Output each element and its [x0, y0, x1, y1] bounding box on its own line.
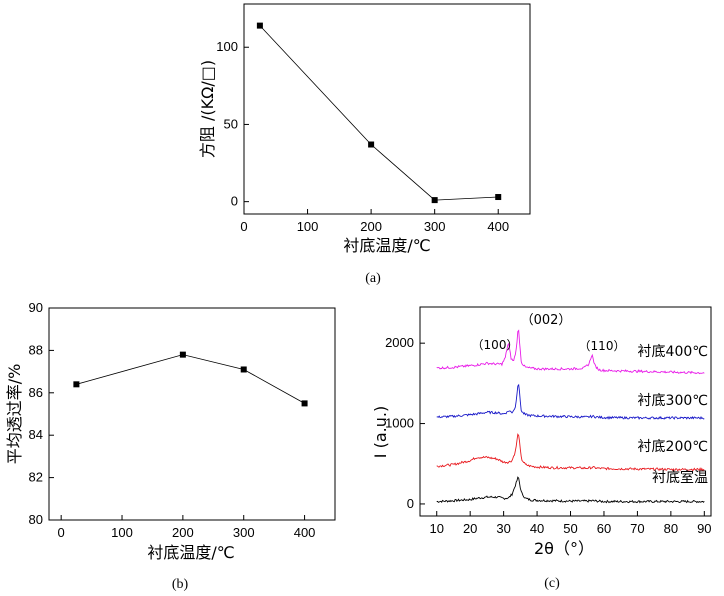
chart-c-xtick-label-3: 40: [530, 521, 544, 536]
chart-b-ytick-label-4: 88: [29, 342, 43, 357]
chart-b-point-0: [73, 381, 80, 388]
chart-a-xtick-label-1: 100: [297, 219, 319, 234]
chart-c-series-label-3: 衬底400℃: [638, 344, 708, 360]
chart-a-ylabel: 方阻 /(KΩ/□): [198, 60, 217, 158]
chart-c-frame: [419, 306, 712, 517]
chart-c-series-2: [436, 383, 705, 420]
chart-a-caption: (a): [365, 271, 381, 286]
chart-b-frame: [48, 307, 336, 521]
chart-c-xtick-label-5: 60: [597, 521, 611, 536]
chart-c: 10 20 30 40 50 60 70 80 90 0 1000 2000 衬底室温 衬底200℃ 衬底…: [371, 306, 712, 591]
chart-b-xtick-label-0: 0: [58, 525, 65, 540]
chart-c-caption: (c): [544, 576, 560, 591]
chart-c-ytick-label-2: 2000: [385, 335, 414, 350]
chart-b-xlabel: 衬底温度/℃: [147, 543, 234, 562]
chart-b-ytick-label-3: 86: [29, 385, 43, 400]
chart-c-xtick-label-2: 30: [496, 521, 510, 536]
chart-c-series-0: [436, 476, 705, 504]
chart-a-point-2: [431, 197, 438, 204]
chart-a-point-0: [256, 22, 263, 29]
chart-c-series-3: [436, 329, 705, 375]
chart-c-series-1: [436, 433, 705, 472]
chart-c-series-label-2: 衬底300℃: [638, 393, 708, 409]
chart-a-xtick-label-4: 400: [487, 219, 509, 234]
chart-c-ylabel: I (a.u.): [371, 406, 390, 458]
chart-b-series-line: [76, 354, 305, 404]
chart-b: 0 100 200 300 400 80 82 84 86 88 90 衬底温度/℃ 平均透过率/%…: [5, 300, 336, 592]
chart-a: 0 100 200 300 400 0 50 100 衬底温度/℃ 方阻 /(KΩ/□) (a…: [198, 3, 531, 286]
chart-c-xlabel: 2θ（°）: [534, 539, 594, 558]
chart-c-series-label-0: 衬底室温: [652, 469, 708, 486]
chart-b-xtick-label-1: 100: [111, 525, 133, 540]
chart-a-xtick-label-2: 200: [360, 219, 382, 234]
peak-label-110: （110）: [579, 339, 626, 353]
chart-c-xtick-label-6: 70: [630, 521, 644, 536]
chart-b-point-3: [301, 400, 308, 407]
chart-b-ytick-label-1: 82: [29, 470, 43, 485]
chart-a-frame: [243, 3, 531, 215]
chart-c-ytick-label-0: 0: [407, 496, 414, 511]
chart-a-ytick-label-1: 50: [224, 116, 238, 131]
chart-b-ytick-label-0: 80: [29, 512, 43, 527]
chart-b-caption: (b): [172, 577, 189, 592]
chart-a-series-line: [259, 25, 499, 201]
chart-a-point-3: [495, 194, 502, 201]
chart-c-xtick-label-4: 50: [563, 521, 577, 536]
chart-b-ylabel: 平均透过率/%: [5, 364, 24, 465]
chart-c-ytick-label-1: 1000: [385, 416, 414, 431]
chart-a-xtick-label-3: 300: [424, 219, 446, 234]
chart-b-xtick-label-2: 200: [172, 525, 194, 540]
chart-b-point-2: [240, 366, 247, 373]
chart-a-xlabel: 衬底温度/℃: [343, 236, 430, 255]
chart-a-point-1: [368, 141, 375, 148]
chart-a-ytick-label-2: 100: [216, 39, 238, 54]
chart-a-ytick-label-0: 0: [231, 194, 238, 209]
chart-b-point-1: [179, 351, 186, 358]
chart-b-xtick-label-3: 300: [233, 525, 255, 540]
chart-b-ytick-label-2: 84: [29, 427, 43, 442]
chart-b-ytick-label-5: 90: [29, 300, 43, 315]
chart-c-xtick-label-1: 20: [463, 521, 477, 536]
chart-c-series-label-1: 衬底200℃: [638, 439, 708, 455]
chart-c-xtick-label-7: 80: [664, 521, 678, 536]
chart-c-xtick-label-0: 10: [429, 521, 443, 536]
chart-c-xtick-label-8: 90: [697, 521, 711, 536]
peak-label-002: （002）: [521, 313, 572, 328]
chart-a-xtick-label-0: 0: [240, 219, 247, 234]
peak-label-100: （100）: [472, 338, 519, 352]
chart-b-xtick-label-4: 400: [294, 525, 316, 540]
